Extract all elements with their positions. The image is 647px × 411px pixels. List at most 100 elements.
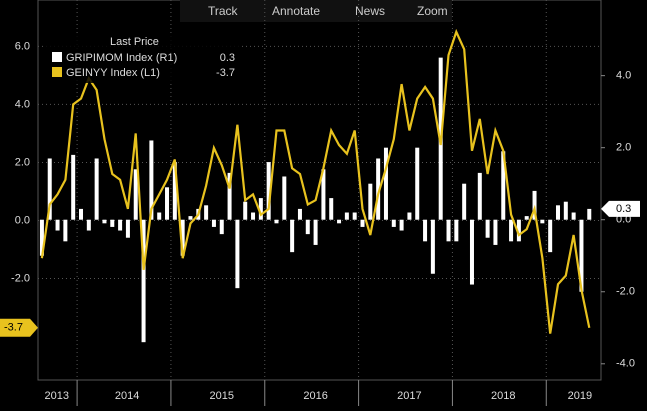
bar <box>571 212 576 220</box>
legend-value: -3.7 <box>216 67 235 79</box>
legend-swatch <box>52 67 62 77</box>
bar <box>141 219 146 343</box>
x-tick-label: 2014 <box>115 390 139 402</box>
bar <box>204 205 209 220</box>
bar <box>415 147 420 220</box>
x-tick-label: 2018 <box>491 390 515 402</box>
bar <box>516 219 521 242</box>
bar <box>227 172 232 220</box>
bar <box>47 158 52 220</box>
y-tick-label: -2.0 <box>11 272 30 284</box>
bar <box>376 158 381 220</box>
bar <box>188 216 193 220</box>
bar <box>313 219 318 245</box>
bar <box>344 212 349 220</box>
bar <box>180 219 185 256</box>
last-value-label: 0.3 <box>616 203 631 215</box>
bar <box>94 158 99 220</box>
toolbar-track[interactable]: Track <box>208 4 239 18</box>
bar <box>165 187 170 220</box>
bar <box>63 219 68 242</box>
bar <box>251 212 256 220</box>
y-tick-label: 0.0 <box>15 214 30 226</box>
bar <box>305 219 310 235</box>
bar <box>501 151 506 220</box>
bar <box>423 219 428 242</box>
y-tick-label: 4.0 <box>15 98 30 110</box>
x-tick-label: 2016 <box>303 390 327 402</box>
bar <box>548 219 553 253</box>
bar <box>55 219 60 231</box>
bar <box>493 219 498 245</box>
bar <box>352 212 357 220</box>
bar <box>211 219 216 227</box>
last-value-label: -3.7 <box>4 322 23 334</box>
legend-label: GEINYY Index (L1) <box>66 67 160 79</box>
bar <box>383 147 388 220</box>
bar <box>532 190 537 220</box>
bar <box>258 198 263 220</box>
toolbar-news[interactable]: News <box>355 4 385 18</box>
bar <box>555 205 560 220</box>
bar <box>399 219 404 231</box>
bar <box>462 183 467 220</box>
toolbar <box>180 0 452 22</box>
bar <box>321 169 326 220</box>
plot-frame <box>37 0 602 381</box>
bar <box>297 208 302 220</box>
bar <box>430 219 435 274</box>
bar <box>587 208 592 220</box>
toolbar-zoom[interactable]: Zoom <box>417 4 448 18</box>
y-tick-label: 2.0 <box>15 156 30 168</box>
bar <box>235 219 240 289</box>
bar <box>71 154 76 220</box>
legend-box <box>45 33 239 83</box>
bar <box>579 219 584 292</box>
bar <box>360 219 365 227</box>
bar <box>446 219 451 242</box>
last-value-tag <box>601 200 640 217</box>
bar <box>454 219 459 242</box>
bar <box>39 219 44 256</box>
bar <box>110 219 115 227</box>
bar <box>118 219 123 231</box>
bar <box>125 219 130 238</box>
bar <box>485 219 490 238</box>
x-tick-label: 2017 <box>397 390 421 402</box>
bar <box>149 140 154 220</box>
x-tick-label: 2013 <box>45 390 69 402</box>
bar <box>563 201 568 220</box>
y2-tick-label: 2.0 <box>616 142 631 154</box>
legend-value: 0.3 <box>220 52 235 64</box>
y-tick-label: 6.0 <box>15 40 30 52</box>
bar <box>266 162 271 220</box>
y2-tick-label: -2.0 <box>616 286 635 298</box>
bar <box>469 219 474 285</box>
bar <box>172 162 177 220</box>
bar <box>102 219 107 224</box>
bar <box>368 183 373 220</box>
bar <box>477 172 482 220</box>
bar <box>540 219 545 224</box>
x-tick-label: 2019 <box>568 390 592 402</box>
bar <box>219 219 224 235</box>
legend-swatch <box>52 52 62 62</box>
bar <box>290 219 295 253</box>
legend-label: GRIPIMOM Index (R1) <box>66 52 177 64</box>
legend-title: Last Price <box>110 36 159 48</box>
bar <box>509 219 514 242</box>
toolbar-annotate[interactable]: Annotate <box>272 4 320 18</box>
bar <box>337 219 342 224</box>
y2-tick-label: 4.0 <box>616 70 631 82</box>
bar <box>524 216 529 220</box>
x-tick-label: 2015 <box>210 390 234 402</box>
bar <box>391 219 396 227</box>
line <box>40 28 591 334</box>
last-value-tag <box>0 318 38 337</box>
bar <box>157 212 162 220</box>
bar <box>282 176 287 220</box>
bar <box>329 198 334 220</box>
bar <box>86 219 91 231</box>
